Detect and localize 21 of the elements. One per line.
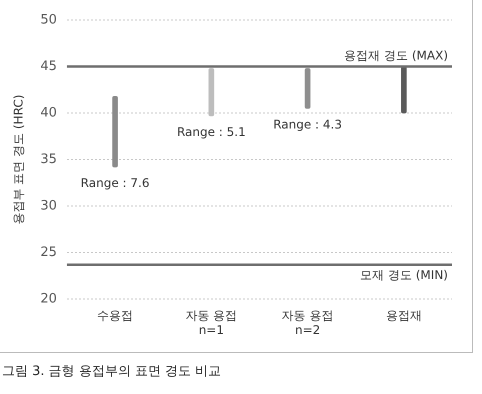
y-tick-label: 30 [40, 198, 57, 214]
y-tick-label: 50 [40, 12, 57, 28]
bar [401, 66, 407, 114]
x-tick-label: 자동 용접 n=1 [185, 308, 238, 337]
ref-line-label: 모재 경도 (MIN) [360, 268, 448, 282]
ref-line-label: 용접재 경도 (MAX) [344, 48, 448, 63]
text: 그림 3. 금형 용접부의 표면 경도 비교 [2, 363, 222, 380]
bar [304, 68, 310, 109]
y-tick-label: 35 [40, 152, 57, 167]
x-tick-label: 수용접 [97, 308, 134, 323]
y-axis-title: 용접부 표면 경도 (HRC) [11, 94, 26, 225]
annotation: Range : 4.3 [273, 118, 342, 132]
y-tick-label: 45 [40, 58, 57, 74]
y-tick-label: 20 [40, 292, 57, 307]
x-tick-label: 용접재 [386, 308, 422, 323]
y-tick-label: 25 [40, 245, 57, 260]
bar [112, 96, 118, 168]
x-tick-label: 자동 용접 n=2 [282, 308, 334, 337]
annotation: Range : 5.1 [176, 124, 246, 139]
annotation: Range : 7.6 [80, 176, 150, 190]
y-tick-label: 40 [40, 105, 57, 120]
